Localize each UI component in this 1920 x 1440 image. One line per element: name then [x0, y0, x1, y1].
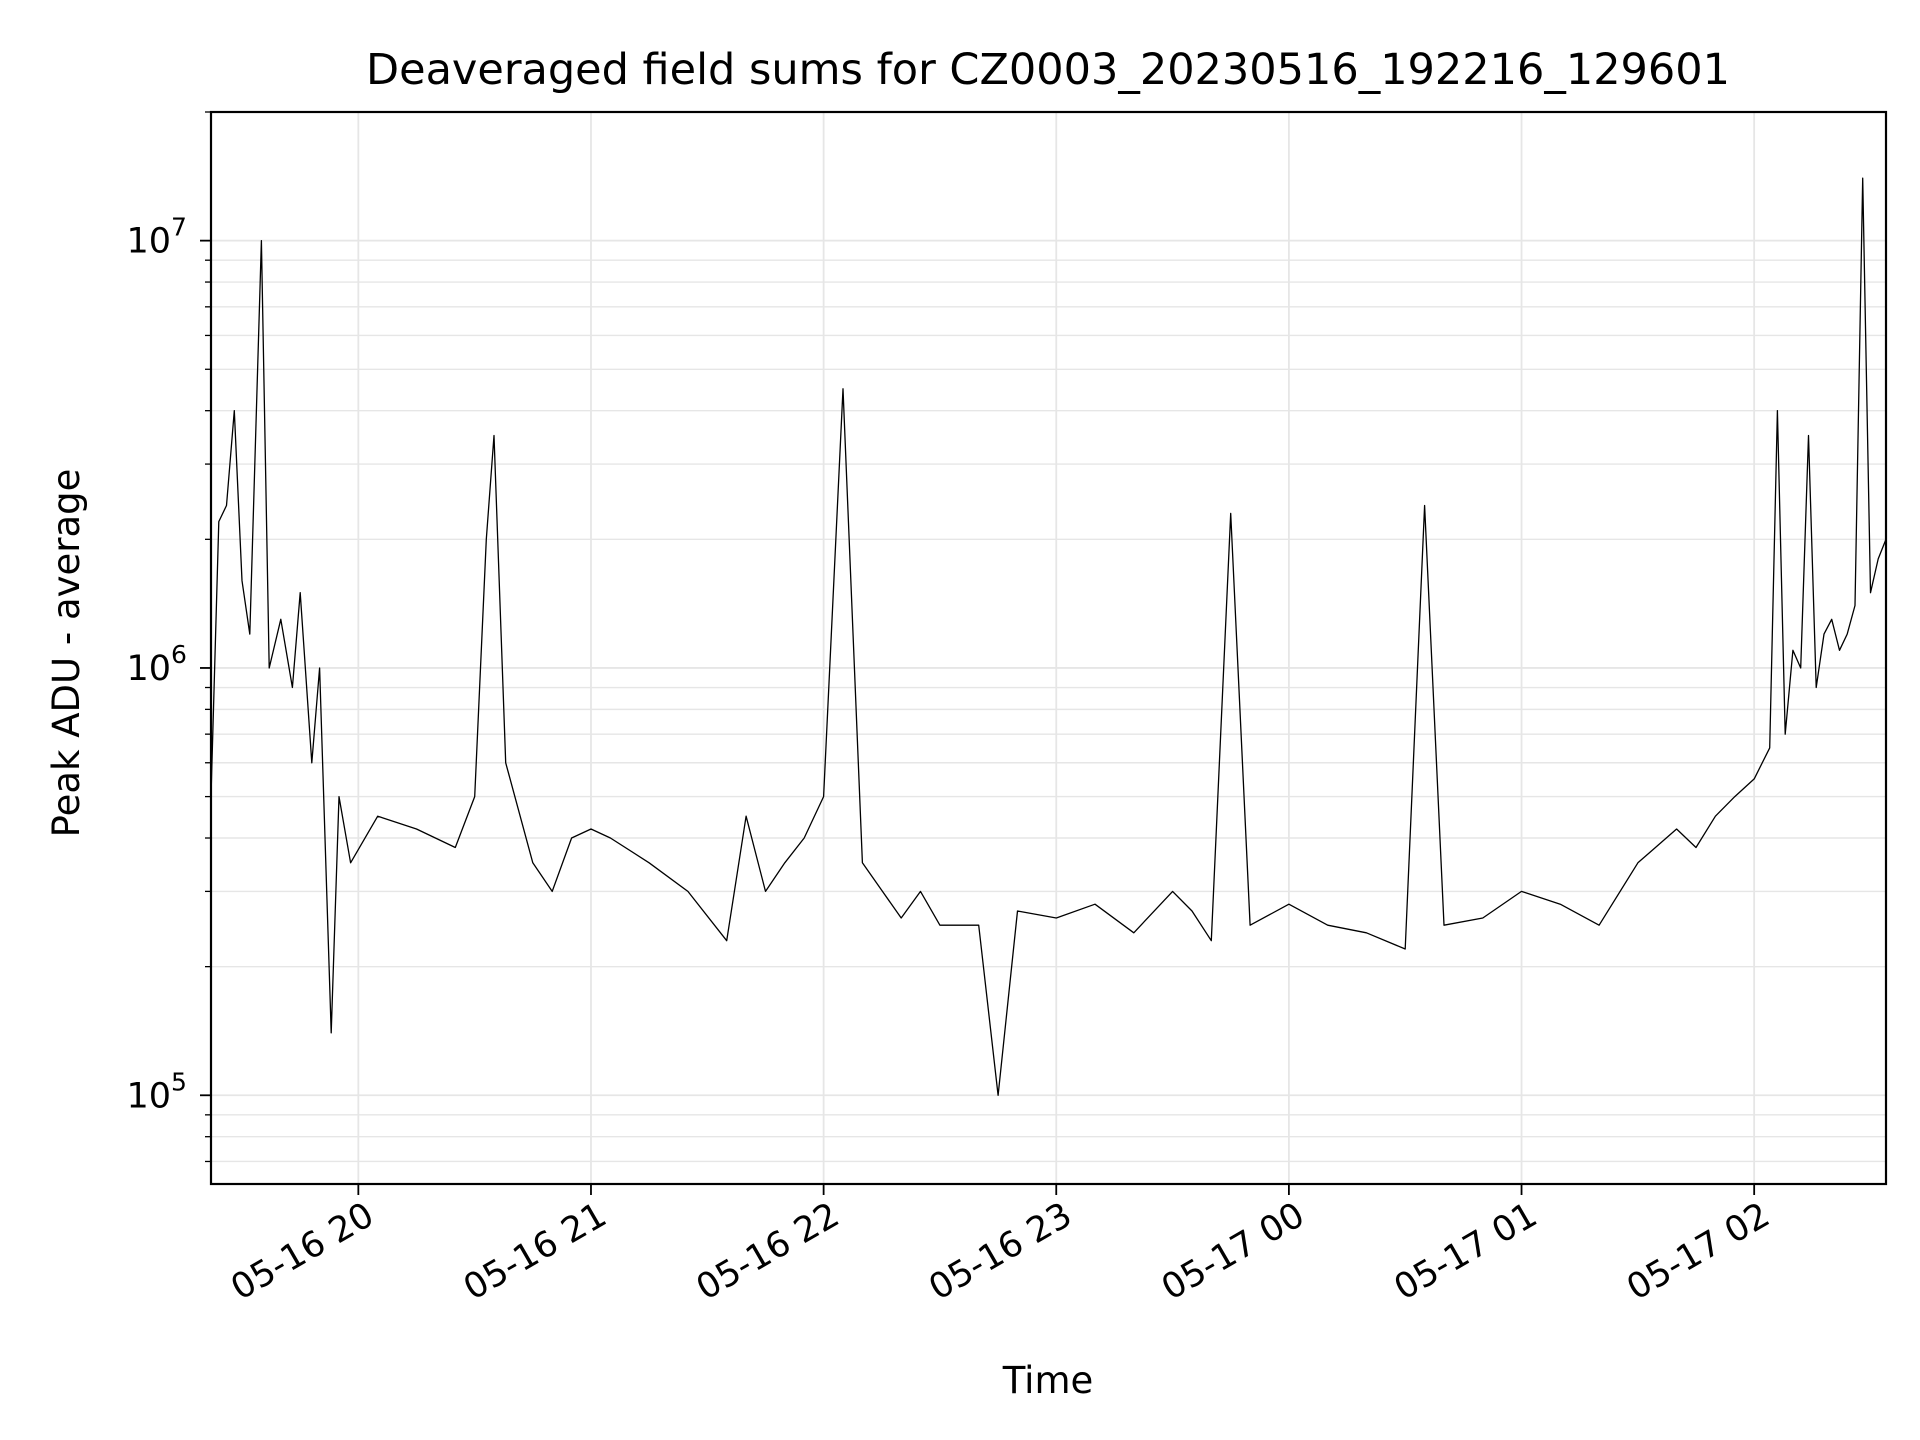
plot-frame	[209, 110, 1888, 1186]
y-tick-exponent: 7	[171, 213, 187, 242]
axis-ticks: 05-16 20 05-16 21 05-16 22 05-16 23 05-17 00…	[126, 111, 1777, 1308]
x-axis-label: Time	[1002, 1359, 1094, 1402]
y-tick-label: 10	[126, 222, 171, 262]
y-axis-label: Peak ADU - average	[45, 469, 88, 838]
y-tick-label: 10	[126, 1076, 171, 1116]
x-tick-label: 05-17 02	[1620, 1195, 1776, 1308]
grid	[211, 111, 1886, 1184]
y-tick-exponent: 6	[171, 640, 187, 669]
x-tick-label: 05-16 23	[922, 1195, 1078, 1308]
x-tick-label: 05-16 20	[225, 1195, 381, 1308]
chart-title: Deaveraged field sums for CZ0003_2023051…	[366, 45, 1730, 95]
y-tick-exponent: 5	[171, 1067, 187, 1096]
x-tick-label: 05-17 01	[1388, 1195, 1544, 1308]
series-line-1	[210, 177, 1887, 1096]
x-tick-label: 05-16 22	[690, 1195, 846, 1308]
y-tick-label: 10	[126, 649, 171, 689]
x-tick-label: 05-16 21	[457, 1195, 613, 1308]
x-tick-label: 05-17 00	[1155, 1195, 1311, 1308]
